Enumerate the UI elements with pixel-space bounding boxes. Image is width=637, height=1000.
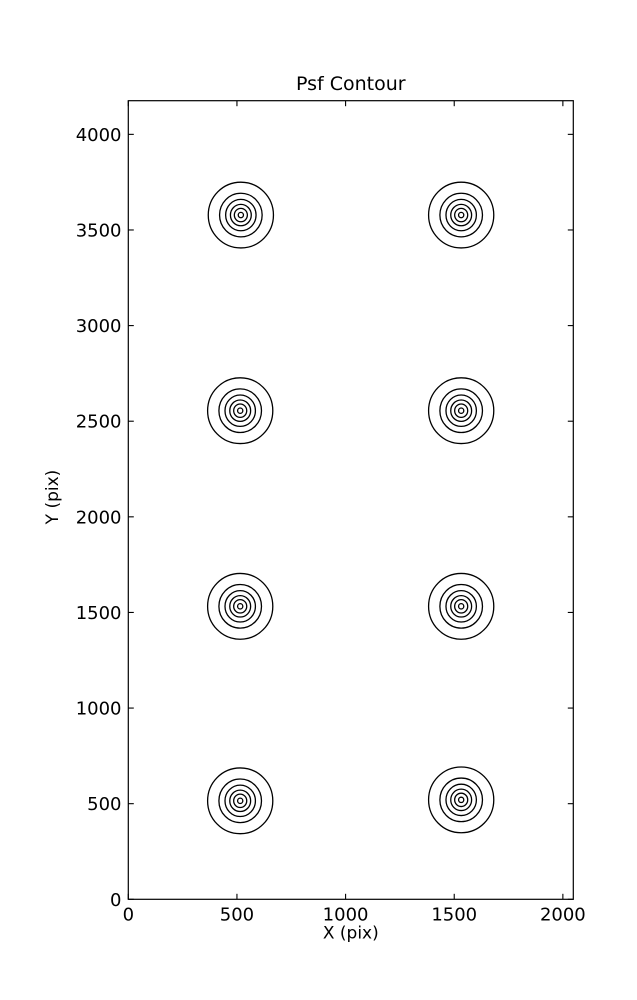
contour-ring xyxy=(236,407,244,415)
contour-ring xyxy=(229,203,252,227)
contour-ring xyxy=(454,598,469,614)
plot-area xyxy=(127,100,574,900)
contour-ring xyxy=(445,783,478,817)
contour-ring xyxy=(454,792,469,808)
contour-ring xyxy=(445,589,478,623)
contour-ring xyxy=(236,797,244,805)
contour-ring xyxy=(457,211,465,219)
y-tick-label: 3500 xyxy=(76,220,122,241)
y-tick-label: 0 xyxy=(110,890,121,911)
contour-ring xyxy=(233,403,248,419)
contour-ring xyxy=(427,766,495,834)
contour-ring xyxy=(450,788,473,812)
contour-ring xyxy=(439,192,484,238)
contour-ring xyxy=(427,572,495,640)
x-axis-label: X (pix) xyxy=(323,924,379,944)
contour-ring xyxy=(233,793,248,809)
contour-ring xyxy=(229,594,252,618)
contour-ring xyxy=(224,784,257,818)
psf-contour-group xyxy=(427,766,495,834)
contour-ring xyxy=(218,388,263,434)
contour-ring xyxy=(236,602,244,610)
axis-tick-labels: 0 500 1000 1500 2000 0 500 1000 1500 2000 2500 3000… xyxy=(76,125,586,926)
contour-ring xyxy=(237,211,245,219)
contour-ring xyxy=(457,602,465,610)
contour-ring xyxy=(229,789,252,813)
contour-ring xyxy=(439,777,484,823)
axis-ticks xyxy=(127,100,574,900)
contour-ring xyxy=(229,399,252,423)
contour-ring xyxy=(224,589,257,623)
contour-ring xyxy=(427,377,495,445)
contour-ring xyxy=(427,181,495,249)
psf-contour-group xyxy=(206,767,274,835)
y-tick-label: 1000 xyxy=(76,699,122,720)
y-tick-label: 2500 xyxy=(76,412,122,433)
x-tick-label: 2000 xyxy=(540,905,586,926)
contour-ring xyxy=(454,403,469,419)
y-tick-label: 1500 xyxy=(76,603,122,624)
psf-contour-group xyxy=(207,181,275,249)
contour-ring xyxy=(233,207,249,223)
contour-ring xyxy=(218,192,263,238)
psf-contour-group xyxy=(427,377,495,445)
psf-contour-group xyxy=(206,572,274,640)
contour-ring xyxy=(224,198,257,232)
y-tick-label: 2000 xyxy=(76,507,122,528)
contour-ring xyxy=(218,778,263,824)
psf-contour-group xyxy=(427,572,495,640)
x-tick-label: 1500 xyxy=(431,905,477,926)
contour-ring xyxy=(206,572,274,640)
contour-ring xyxy=(454,207,469,223)
psf-contour-group xyxy=(206,377,274,445)
contour-ring xyxy=(450,203,473,227)
contour-ring xyxy=(445,198,478,232)
contour-ring xyxy=(445,394,478,428)
x-tick-label: 1000 xyxy=(323,905,369,926)
contour-ring xyxy=(450,594,473,618)
contour-ring xyxy=(439,583,484,629)
contour-ring xyxy=(439,388,484,434)
chart-title: Psf Contour xyxy=(296,73,406,95)
contour-ring xyxy=(457,796,465,804)
psf-contour-group xyxy=(427,181,495,249)
contour-ring xyxy=(233,598,248,614)
y-tick-label: 500 xyxy=(87,794,121,815)
y-axis-label: Y (pix) xyxy=(43,470,63,526)
contour-ring xyxy=(450,399,473,423)
contour-ring xyxy=(457,407,465,415)
contour-lines xyxy=(206,181,495,835)
contour-ring xyxy=(207,181,275,249)
contour-ring xyxy=(224,394,257,428)
contour-ring xyxy=(206,377,274,445)
x-tick-label: 500 xyxy=(220,905,254,926)
contour-ring xyxy=(218,583,263,629)
x-tick-label: 0 xyxy=(123,905,134,926)
y-tick-label: 3000 xyxy=(76,316,122,337)
axes-box xyxy=(127,100,574,900)
contour-ring xyxy=(206,767,274,835)
y-tick-label: 4000 xyxy=(76,125,122,146)
